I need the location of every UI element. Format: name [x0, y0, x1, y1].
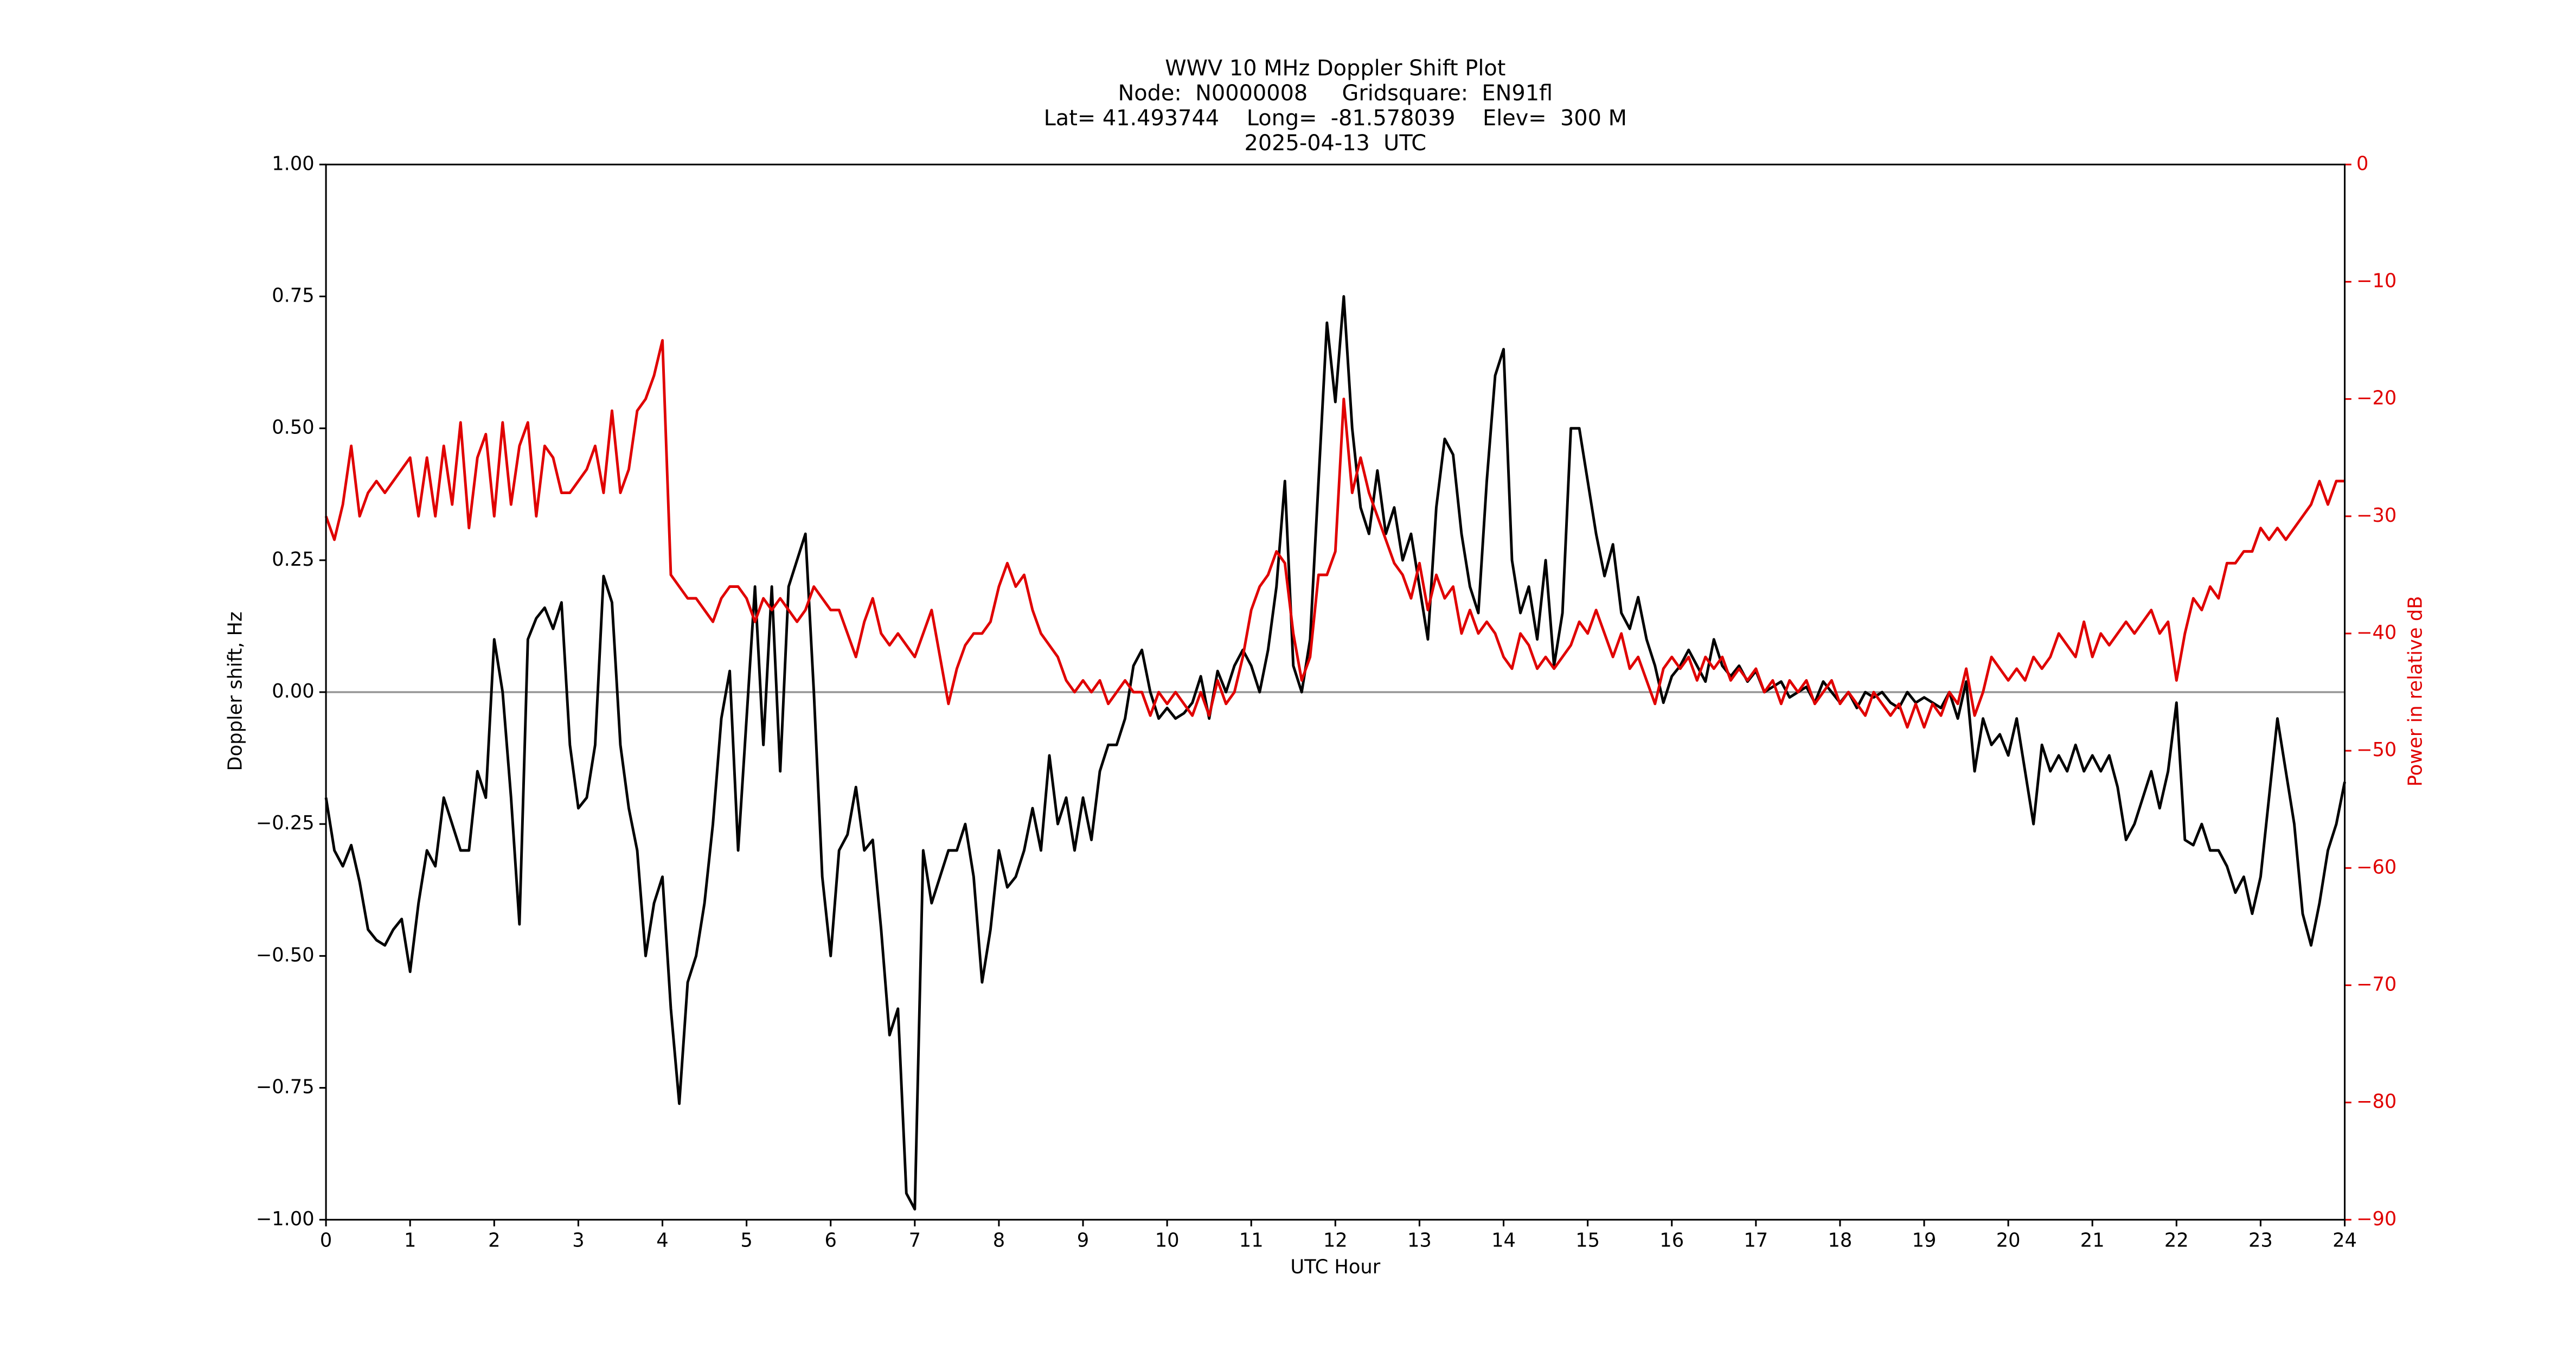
x-tick-label: 7 [909, 1230, 921, 1252]
x-tick-label: 14 [1491, 1230, 1516, 1252]
x-tick-label: 21 [2080, 1230, 2105, 1252]
x-tick-label: 16 [1659, 1230, 1684, 1252]
x-tick-label: 10 [1155, 1230, 1180, 1252]
y2-tick-label: −80 [2356, 1091, 2396, 1113]
y-tick-label: −1.00 [256, 1208, 315, 1230]
x-tick-label: 3 [572, 1230, 584, 1252]
series-line [324, 339, 2345, 729]
y2-tick-label: −50 [2356, 739, 2396, 761]
y-tick-label: −0.50 [256, 944, 315, 966]
y2-tick-label: −20 [2356, 387, 2396, 410]
x-tick-label: 6 [824, 1230, 836, 1252]
y-tick-label: −0.25 [256, 812, 315, 834]
x-axis-label: UTC Hour [1290, 1256, 1380, 1278]
x-tick-label: 18 [1828, 1230, 1853, 1252]
y2-tick-label: −10 [2356, 270, 2396, 292]
x-tick-label: 11 [1239, 1230, 1264, 1252]
y2-tick-label: −90 [2356, 1208, 2396, 1230]
y-tick-label: 0.00 [272, 680, 314, 702]
x-tick-label: 15 [1575, 1230, 1600, 1252]
x-tick-label: 20 [1996, 1230, 2021, 1252]
x-tick-label: 19 [1912, 1230, 1937, 1252]
x-tick-label: 0 [320, 1230, 332, 1252]
y-tick-label: 0.25 [272, 548, 314, 571]
x-tick-label: 8 [993, 1230, 1005, 1252]
chart-title: WWV 10 MHz Doppler Shift Plot [1165, 56, 1505, 81]
x-tick-label: 17 [1744, 1230, 1768, 1252]
x-tick-label: 5 [740, 1230, 752, 1252]
series-line [324, 295, 2346, 1211]
chart-title: 2025-04-13 UTC [1245, 131, 1427, 156]
x-tick-label: 12 [1323, 1230, 1348, 1252]
x-tick-label: 23 [2248, 1230, 2273, 1252]
y2-tick-label: −30 [2356, 504, 2396, 527]
y-tick-label: 0.50 [272, 417, 314, 439]
x-tick-label: 24 [2333, 1230, 2357, 1252]
y-tick-label: 0.75 [272, 284, 314, 306]
y2-axis-label: Power in relative dB [2404, 596, 2426, 787]
y2-tick-label: −70 [2356, 973, 2396, 995]
chart-title: Node: N0000008 Gridsquare: EN91fl [1118, 81, 1553, 106]
y-axis-label: Doppler shift, Hz [225, 612, 247, 771]
y-tick-label: −0.75 [256, 1076, 315, 1098]
y2-tick-label: −40 [2356, 622, 2396, 644]
y2-tick-label: −60 [2356, 856, 2396, 878]
x-tick-label: 1 [404, 1230, 416, 1252]
y2-tick-label: 0 [2356, 152, 2368, 175]
x-tick-label: 13 [1407, 1230, 1432, 1252]
x-tick-label: 2 [488, 1230, 500, 1252]
chart-title: Lat= 41.493744 Long= -81.578039 Elev= 30… [1044, 106, 1627, 131]
y-tick-label: 1.00 [272, 152, 314, 175]
x-tick-label: 4 [656, 1230, 668, 1252]
x-tick-label: 9 [1077, 1230, 1089, 1252]
x-tick-label: 22 [2164, 1230, 2189, 1252]
plot-frame [325, 163, 2346, 1221]
